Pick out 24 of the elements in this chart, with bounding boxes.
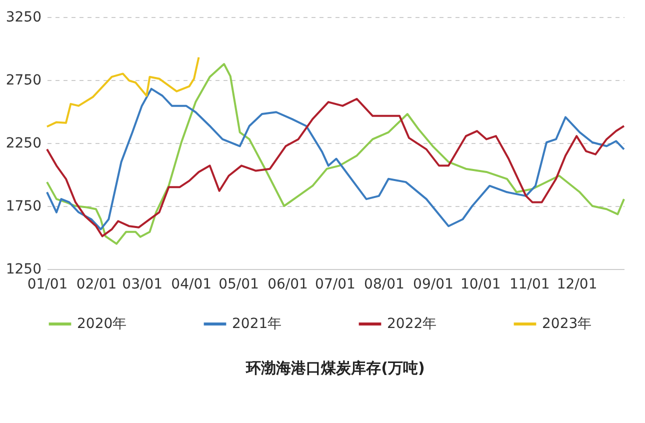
legend-label: 2021年 [232, 316, 282, 332]
line-series [46, 56, 200, 128]
line-series [46, 63, 625, 245]
x-tick-label: 06/01 [268, 276, 308, 292]
x-tick-label: 10/01 [460, 276, 501, 292]
x-tick-label: 04/01 [171, 276, 212, 292]
y-tick-label: 2750 [6, 72, 42, 88]
x-tick-label: 01/01 [27, 276, 68, 292]
text: 环渤海港口煤炭库存(万吨) [245, 359, 425, 377]
x-tick-label: 09/01 [413, 276, 454, 292]
legend-label: 2023年 [542, 316, 592, 332]
y-tick-label: 1250 [6, 262, 42, 278]
x-tick-label: 07/01 [315, 276, 356, 292]
x-tick-label: 08/01 [364, 276, 404, 292]
legend-label: 2022年 [387, 316, 437, 332]
y-tick-label: 3250 [6, 10, 42, 26]
x-tick-label: 11/01 [509, 276, 550, 292]
y-tick-label: 1750 [6, 198, 42, 214]
x-tick-label: 05/01 [218, 276, 259, 292]
x-tick-label: 12/01 [556, 276, 598, 292]
legend-label: 2020年 [77, 316, 127, 332]
x-tick-label: 03/01 [122, 276, 163, 292]
y-tick-label: 2250 [6, 136, 42, 152]
x-tick-label: 02/01 [76, 276, 117, 292]
